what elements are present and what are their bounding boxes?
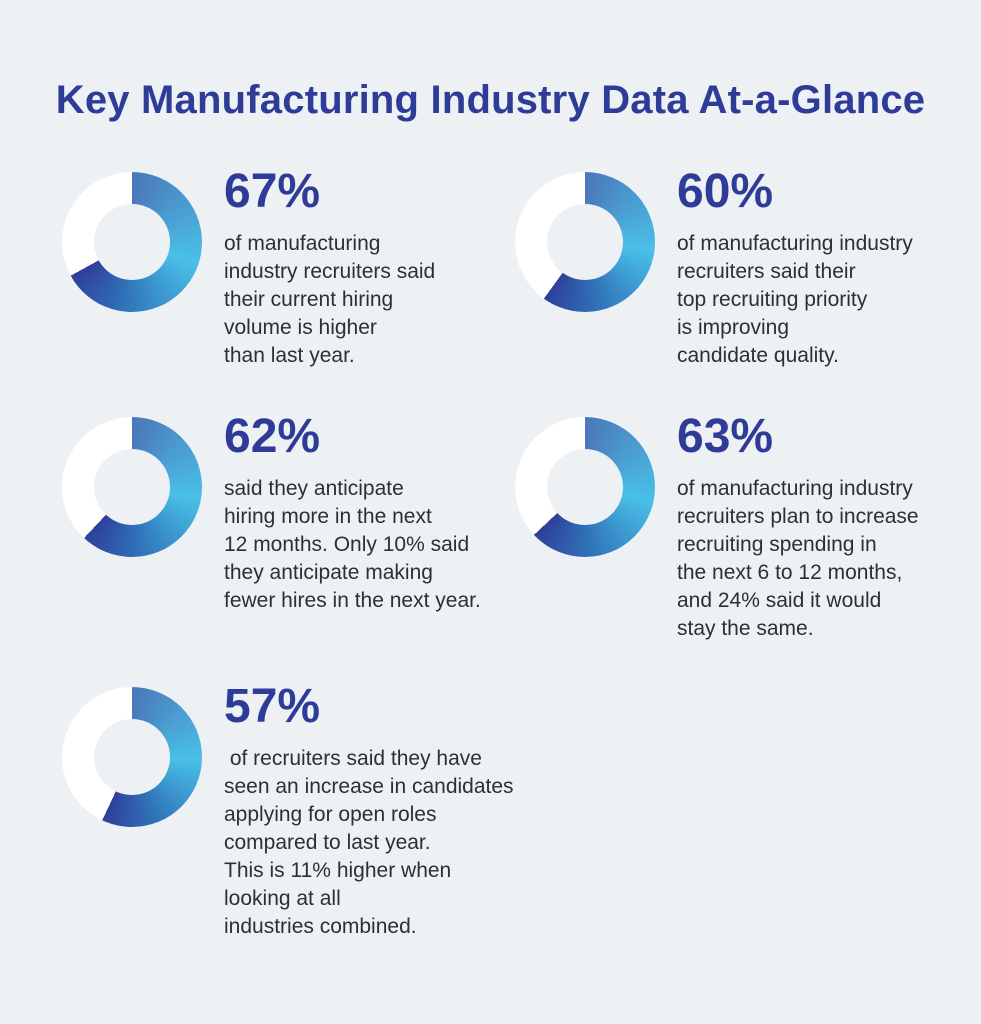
stat-description: said they anticipate hiring more in the … — [224, 477, 481, 612]
donut-chart-60 — [515, 172, 655, 312]
stat-text-block: 67% of manufacturing industry recruiters… — [224, 168, 436, 370]
stat-item-candidate-quality: 60% of manufacturing industry recruiters… — [515, 168, 913, 370]
donut-hole — [547, 449, 623, 525]
stat-description: of manufacturing industry recruiters sai… — [224, 232, 436, 367]
stat-item-anticipate-hiring: 62% said they anticipate hiring more in … — [62, 413, 481, 615]
stat-description: of recruiters said they have seen an inc… — [224, 747, 514, 938]
stat-percent: 67% — [224, 165, 321, 218]
donut-hole — [547, 204, 623, 280]
stat-percent: 62% — [224, 410, 321, 463]
stat-item-hiring-volume: 67% of manufacturing industry recruiters… — [62, 168, 436, 370]
donut-chart-57 — [62, 687, 202, 827]
donut-chart-62 — [62, 417, 202, 557]
stat-item-recruiting-spending: 63% of manufacturing industry recruiters… — [515, 413, 919, 643]
stat-percent: 57% — [224, 680, 321, 733]
donut-chart-67 — [62, 172, 202, 312]
stat-text-block: 62% said they anticipate hiring more in … — [224, 413, 481, 615]
donut-hole — [94, 204, 170, 280]
donut-hole — [94, 449, 170, 525]
donut-hole — [94, 719, 170, 795]
stat-text-block: 63% of manufacturing industry recruiters… — [677, 413, 919, 643]
stat-text-block: 57% of recruiters said they have seen an… — [224, 683, 514, 941]
stat-item-candidate-increase: 57% of recruiters said they have seen an… — [62, 683, 514, 941]
stat-percent: 63% — [677, 410, 774, 463]
stat-description: of manufacturing industry recruiters sai… — [677, 232, 913, 367]
stat-description: of manufacturing industry recruiters pla… — [677, 477, 919, 640]
stat-percent: 60% — [677, 165, 774, 218]
page-title: Key Manufacturing Industry Data At-a-Gla… — [55, 78, 926, 122]
stat-text-block: 60% of manufacturing industry recruiters… — [677, 168, 913, 370]
donut-chart-63 — [515, 417, 655, 557]
